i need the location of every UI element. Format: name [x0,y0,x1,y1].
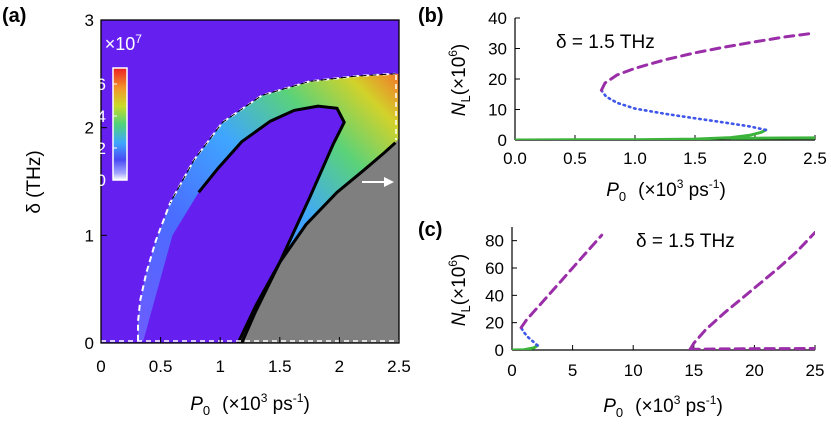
b-series-0 [515,128,768,140]
c-series-0 [512,344,539,350]
b-ytick-0: 0 [498,131,507,150]
b-xtick-2: 1.0 [623,149,647,168]
panel-b-series [515,31,815,140]
y-tick-labels: 0 1 2 3 [85,11,94,353]
c-series-3 [688,231,815,350]
b-xtick-3: 1.5 [683,149,707,168]
solid-boundary-inner [197,104,346,343]
a-ytick-3: 3 [85,11,94,30]
c-xtick-3: 15 [684,361,703,380]
b-series-2 [599,31,815,92]
a-xtick-0: 0 [96,357,105,376]
b-ytick-1: 10 [488,101,507,120]
c-ytick-1: 20 [485,314,504,333]
y-tick-labels: 0 20 40 60 80 [485,232,504,360]
annotation-delta: δ = 1.5 THz [636,231,735,252]
b-ytick-2: 20 [488,70,507,89]
heatmap-gray-region [238,138,399,343]
b-ytick-3: 30 [488,40,507,59]
c-xtick-2: 10 [624,361,643,380]
a-ytick-1: 1 [85,226,94,245]
panel-label-a: (a) [2,5,26,27]
y-tick-labels: 0 10 20 30 40 [488,9,507,150]
c-xtick-5: 25 [806,361,825,380]
c-xtick-4: 20 [745,361,764,380]
panel-c-series [512,231,815,350]
c-xtick-0: 0 [507,361,516,380]
b-xtick-4: 2.0 [743,149,767,168]
x-axis-label: P0 (×103 ps-1) [606,177,726,204]
colorbar-tick-3: 6 [97,75,106,94]
c-xtick-1: 5 [568,361,577,380]
x-tick-labels: 0 0.5 1 1.5 2 2.5 [96,357,411,376]
annotation-delta: δ = 1.5 THz [556,32,655,53]
colorbar-title: NL ×107 [80,32,142,57]
colorbar-tick-0: 0 [97,171,106,190]
b-xtick-1: 0.5 [563,149,587,168]
c-series-1 [519,326,539,347]
a-xtick-1: 0.5 [149,357,173,376]
y-axis-label: NL(×106) [446,254,473,327]
colorbar-tick-1: 2 [97,139,106,158]
panel-label-b: (b) [418,5,444,27]
a-xtick-2: 1 [215,357,224,376]
c-series-4 [688,347,815,350]
heatmap-inner-region [142,106,345,343]
c-ytick-3: 60 [485,259,504,278]
solid-boundary-outer [236,141,397,343]
a-xtick-3: 1.5 [268,357,292,376]
white-arrow-head [384,177,394,187]
panel-c: 0 5 10 15 20 25 0 20 40 60 80 (c) δ = 1.5 THz NL(… [418,219,824,420]
panel-c-axes [511,227,816,351]
c-ytick-4: 80 [485,232,504,251]
panel-b: 0.0 0.5 1.0 1.5 2.0 2.5 0 10 20 30 40 (b) δ = 1.5… [418,5,827,204]
a-xtick-5: 2.5 [387,357,411,376]
colorbar [112,67,128,181]
y-axis-label: δ (THz) [24,150,45,213]
dashed-boundary-curve [137,72,396,341]
x-tick-labels: 0.0 0.5 1.0 1.5 2.0 2.5 [503,149,827,168]
dashed-boundary-shadow [169,73,396,204]
b-xtick-0: 0.0 [503,149,527,168]
panel-a-frame [100,19,400,344]
a-ytick-0: 0 [85,334,94,353]
colorbar-tick-2: 4 [97,107,106,126]
b-ytick-4: 40 [488,9,507,28]
c-series-2 [519,233,604,330]
a-ytick-2: 2 [85,119,94,138]
x-axis-label: P0 (×103 ps-1) [190,391,310,418]
y-axis-label: NL(×106) [446,44,473,117]
c-ytick-0: 0 [495,341,504,360]
x-tick-labels: 0 5 10 15 20 25 [507,361,824,380]
b-series-1 [600,89,768,132]
c-ytick-2: 40 [485,286,504,305]
panel-label-c: (c) [418,219,442,241]
x-axis-label: P0 (×103 ps-1) [603,393,723,420]
b-xtick-5: 2.5 [803,149,827,168]
a-xtick-4: 2 [335,357,344,376]
colorbar-ticks: 0 2 4 6 [97,75,117,190]
